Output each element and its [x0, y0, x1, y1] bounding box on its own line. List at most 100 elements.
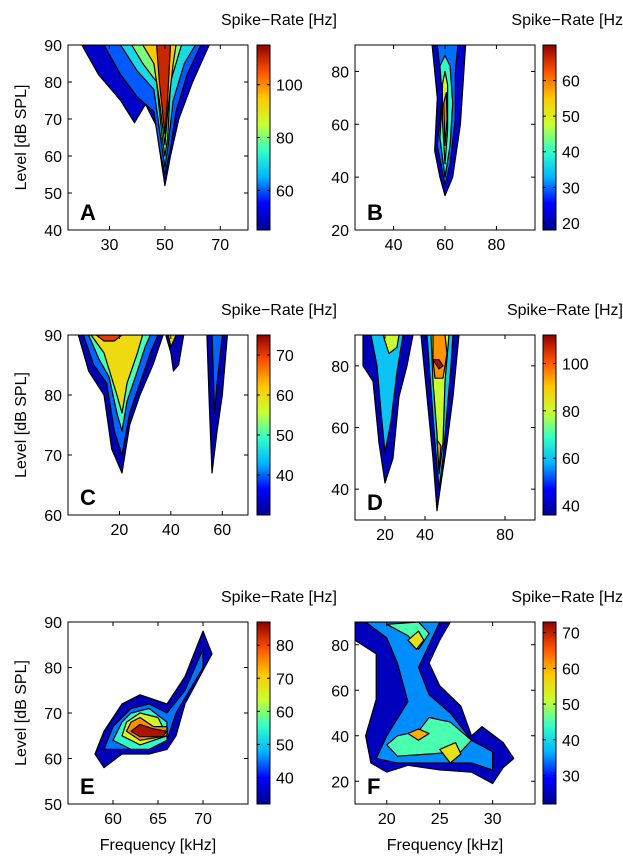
- y-tick-label: 80: [331, 64, 349, 81]
- y-tick-label: 50: [44, 797, 62, 814]
- colorbar-tick-label: 40: [276, 468, 294, 485]
- x-tick-label: 65: [149, 811, 167, 828]
- axes-box: [67, 334, 249, 516]
- x-tick-label: 40: [416, 527, 434, 544]
- contour-region-6: [439, 741, 462, 764]
- x-tick-label: 20: [376, 527, 394, 544]
- x-axis-label: Frequency [kHz]: [387, 837, 503, 854]
- panel-d: 20 40 80 40 60 80 D 40 60 80 100 Spike−Rate [Hz]: [331, 302, 623, 544]
- colorbar-tick-label: 50: [276, 737, 294, 754]
- colorbar-tick-label: 50: [276, 428, 294, 445]
- panel-letter: B: [367, 200, 383, 225]
- colorbar-tick-label: 80: [276, 131, 294, 148]
- y-tick-label: 40: [331, 482, 349, 499]
- y-tick-label: 50: [44, 186, 62, 203]
- x-tick-label: 70: [211, 237, 229, 254]
- contour-region-7: [90, 335, 144, 414]
- colorbar-tick-label: 80: [562, 404, 580, 421]
- contour-region-5: [443, 91, 448, 146]
- y-tick-label: 20: [331, 223, 349, 240]
- y-tick-label: 90: [44, 38, 62, 55]
- y-tick-label: 80: [331, 638, 349, 655]
- x-tick-label: 30: [101, 237, 119, 254]
- colorbar-title: Spike−Rate [Hz: [511, 12, 623, 29]
- colorbar-tick-label: 40: [562, 499, 580, 516]
- x-tick-label: 60: [104, 811, 122, 828]
- panel-letter: C: [80, 485, 96, 510]
- x-axis-label: Frequency [kHz]: [100, 837, 216, 854]
- y-tick-label: 70: [44, 706, 62, 723]
- x-tick-label: 50: [156, 237, 174, 254]
- contour-regions: [77, 335, 228, 474]
- panel-letter: D: [367, 490, 383, 515]
- contour-regions: [362, 335, 460, 512]
- colorbar-tick-label: 70: [276, 348, 294, 365]
- x-tick-label: 30: [484, 811, 502, 828]
- panel-letter: E: [80, 774, 95, 799]
- contour-region-9: [95, 335, 123, 342]
- colorbar-tick-label: 100: [276, 78, 303, 95]
- x-tick-label: 60: [436, 237, 454, 254]
- y-axis-label: Level [dB SPL]: [13, 372, 30, 478]
- colorbar-title: Spike−Rate [Hz]: [507, 302, 623, 319]
- colorbar-title: Spike−Rate [Hz]: [221, 302, 337, 319]
- y-tick-label: 80: [44, 388, 62, 405]
- contour-region-8: [436, 439, 442, 472]
- y-tick-label: 90: [44, 328, 62, 345]
- contour-region-3: [370, 335, 404, 453]
- colorbar: [542, 334, 557, 516]
- x-tick-label: 70: [194, 811, 212, 828]
- x-tick-label: 60: [213, 522, 231, 539]
- axes-box: [67, 44, 249, 231]
- y-tick-label: 70: [44, 112, 62, 129]
- y-tick-label: 80: [44, 75, 62, 92]
- colorbar-tick-label: 100: [562, 356, 589, 373]
- contour-region-5: [211, 335, 223, 414]
- y-tick-label: 60: [331, 683, 349, 700]
- colorbar-tick-label: 60: [562, 451, 580, 468]
- contour-region-9: [432, 359, 444, 370]
- contour-region-7: [407, 728, 430, 741]
- y-tick-label: 70: [44, 448, 62, 465]
- colorbar-tick-label: 60: [276, 183, 294, 200]
- colorbar-tick-label: 70: [562, 626, 580, 643]
- contour-regions: [81, 45, 210, 187]
- panel-c: 20 40 60 60 70 80 90 C Level [dB SPL] 40 50 60 70 Spi…: [13, 302, 337, 539]
- x-tick-label: 25: [431, 811, 449, 828]
- axes-box: [354, 621, 536, 805]
- panel-b: 40 60 80 20 40 60 80 B 20 30 40 50 60 Spike−Rate [Hz: [331, 12, 623, 254]
- contour-region-3: [206, 335, 228, 474]
- x-tick-label: 20: [378, 811, 396, 828]
- y-tick-label: 80: [44, 661, 62, 678]
- y-tick-label: 60: [44, 508, 62, 525]
- contour-regions: [355, 622, 515, 785]
- x-tick-label: 40: [385, 237, 403, 254]
- colorbar-tick-label: 40: [562, 145, 580, 162]
- panel-a: 30 50 70 40 50 60 70 80 90 A Level [dB SPL] 60 80 100…: [13, 12, 337, 254]
- contour-region-6: [130, 723, 168, 738]
- colorbar-tick-label: 20: [562, 216, 580, 233]
- y-tick-label: 60: [331, 117, 349, 134]
- y-tick-label: 60: [44, 149, 62, 166]
- y-axis-label: Level [dB SPL]: [13, 85, 30, 191]
- x-tick-label: 80: [488, 237, 506, 254]
- contour-region-3: [119, 45, 196, 168]
- y-tick-label: 40: [44, 223, 62, 240]
- x-tick-label: 20: [111, 522, 129, 539]
- y-tick-label: 90: [44, 615, 62, 632]
- colorbar-tick-label: 40: [276, 771, 294, 788]
- colorbar-title: Spike−Rate [Hz: [511, 589, 623, 606]
- contour-regions: [431, 45, 467, 197]
- x-tick-label: 80: [496, 527, 514, 544]
- contour-regions: [94, 630, 213, 769]
- colorbar: [256, 621, 271, 805]
- colorbar-title: Spike−Rate [Hz]: [221, 12, 337, 29]
- colorbar-tick-label: 40: [562, 733, 580, 750]
- colorbar-tick-label: 80: [276, 638, 294, 655]
- panel-f: 20 25 30 20 40 60 80 F Frequency [kHz] 30 40 50 60 70…: [331, 589, 623, 854]
- y-tick-label: 60: [331, 421, 349, 438]
- colorbar-tick-label: 30: [562, 180, 580, 197]
- y-axis-label: Level [dB SPL]: [13, 660, 30, 766]
- colorbar-tick-label: 60: [276, 704, 294, 721]
